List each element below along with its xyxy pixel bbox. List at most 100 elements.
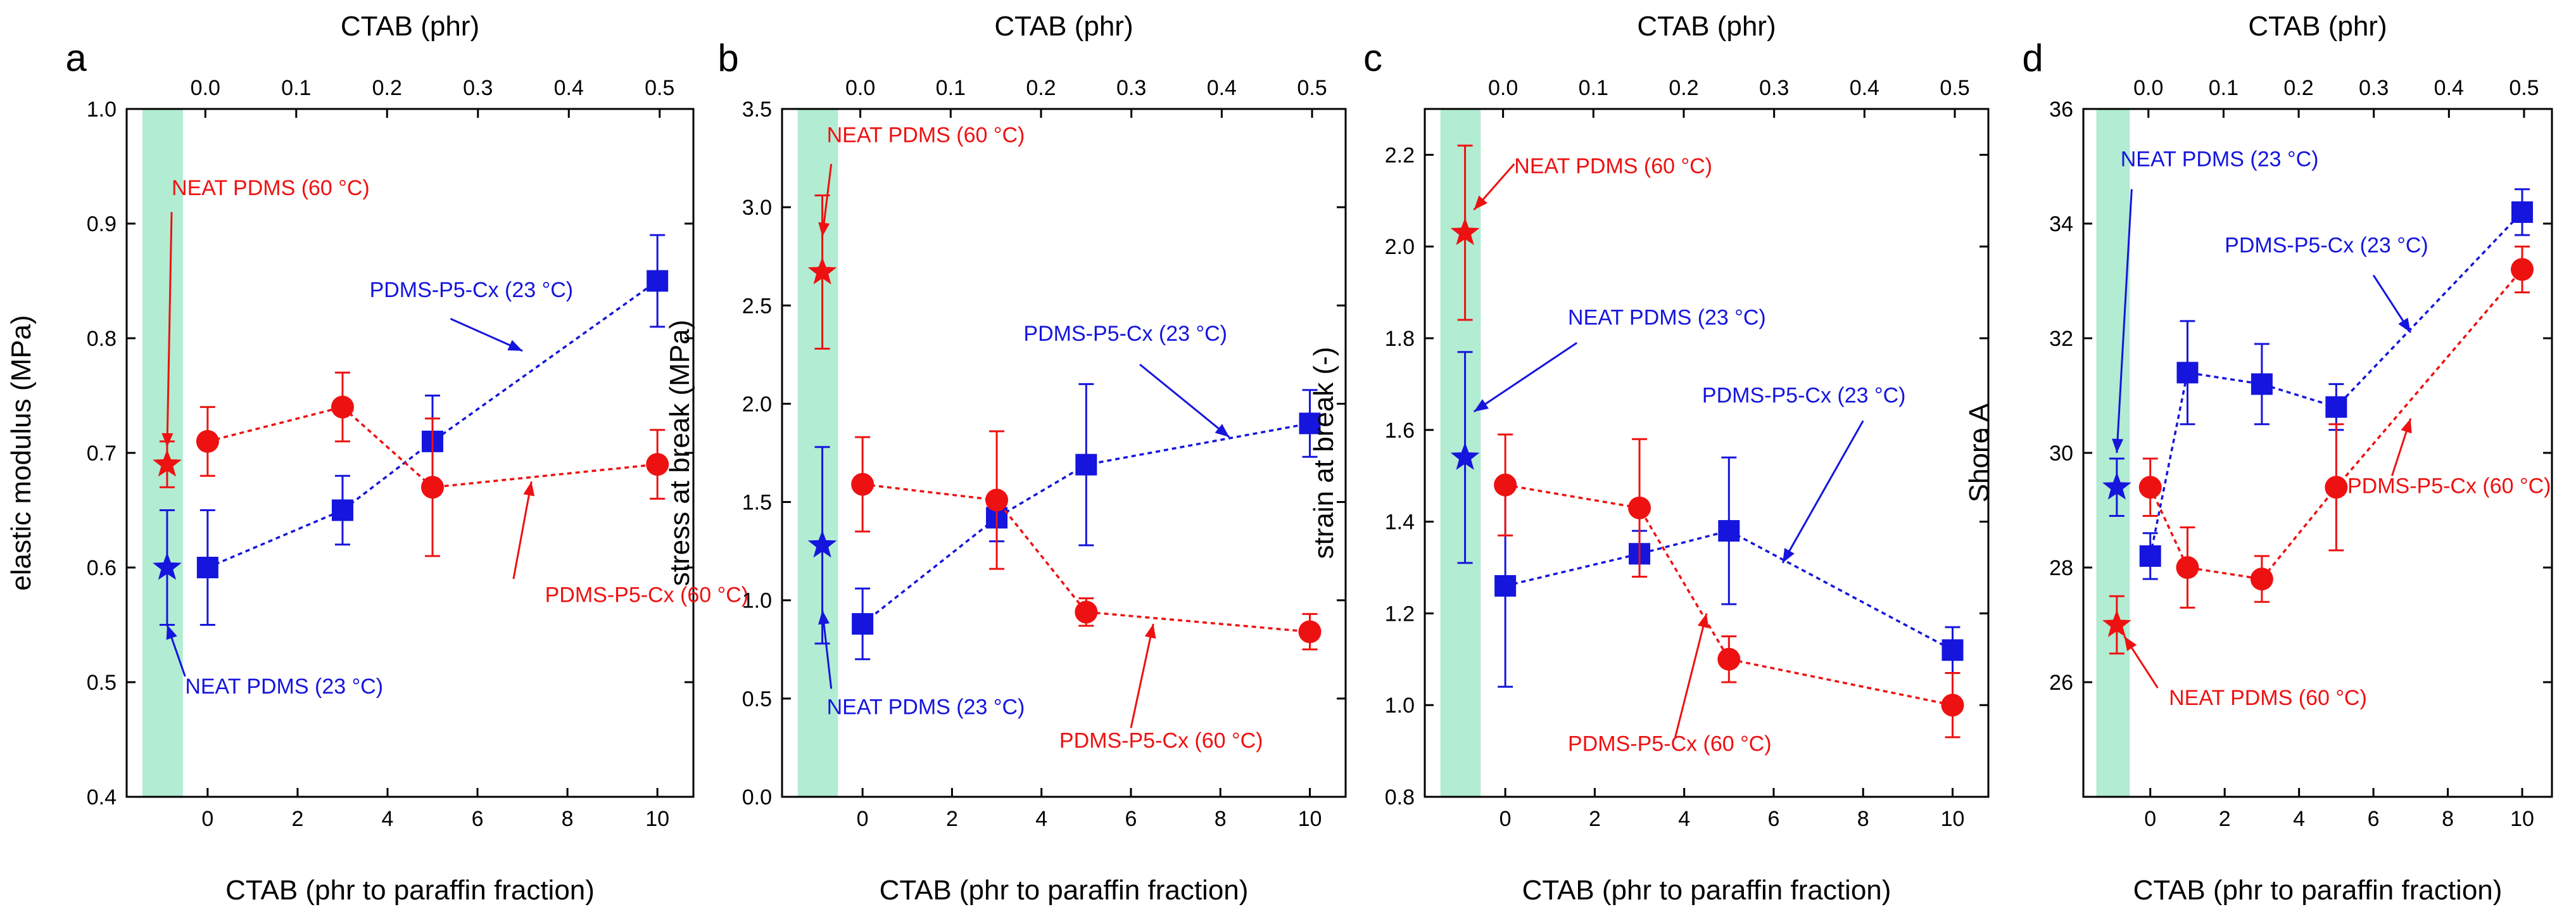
panel-letter: a bbox=[65, 37, 87, 79]
reference-band bbox=[797, 109, 838, 797]
top-tick-label: 0.3 bbox=[2359, 76, 2389, 100]
annotation-arrowhead bbox=[2112, 438, 2124, 453]
y-tick-label: 32 bbox=[2049, 327, 2073, 351]
top-tick-label: 0.1 bbox=[281, 76, 311, 100]
data-point-square bbox=[1299, 412, 1321, 435]
series-line-1 bbox=[1505, 483, 1953, 706]
data-point-circle bbox=[421, 476, 445, 499]
data-point-circle bbox=[2250, 568, 2273, 591]
data-point-circle bbox=[1298, 620, 1322, 644]
top-tick-label: 0.4 bbox=[2434, 76, 2464, 100]
top-tick-label: 0.4 bbox=[1850, 76, 1879, 100]
annotation-label: PDMS-P5-Cx (60 °C) bbox=[545, 583, 749, 607]
reference-band bbox=[2096, 109, 2130, 797]
x-tick-label: 10 bbox=[645, 807, 669, 831]
annotation-arrow bbox=[166, 212, 173, 447]
panel-letter: d bbox=[2022, 37, 2043, 79]
y-tick-label: 0.9 bbox=[87, 212, 117, 236]
annotation-label: NEAT PDMS (23 °C) bbox=[827, 695, 1025, 720]
y-tick-label: 0.7 bbox=[87, 441, 117, 466]
annotation-label: NEAT PDMS (60 °C) bbox=[2169, 686, 2367, 710]
y-tick-label: 0.4 bbox=[87, 785, 117, 809]
data-point-circle bbox=[331, 395, 354, 419]
x-tick-label: 0 bbox=[2144, 807, 2156, 831]
annotation-label: NEAT PDMS (23 °C) bbox=[185, 675, 383, 699]
series-line-0 bbox=[207, 280, 659, 569]
data-point-square bbox=[2511, 201, 2534, 223]
annotation-label: NEAT PDMS (60 °C) bbox=[827, 124, 1025, 148]
x-tick-label: 6 bbox=[2368, 807, 2380, 831]
data-point-circle bbox=[1628, 496, 1651, 519]
y-tick-label: 2.0 bbox=[742, 392, 772, 416]
x-tick-label: 2 bbox=[291, 807, 303, 831]
x-tick-label: 6 bbox=[472, 807, 484, 831]
top-tick-label: 0.1 bbox=[936, 76, 966, 100]
y-tick-label: 3.5 bbox=[742, 98, 772, 122]
data-point-circle bbox=[2138, 476, 2162, 499]
panel-c: 0 2 4 6 8 10 0.8 1.0 1.2 1.4 1.6 1.8 2.0 2.2 0.0 0.1 0.2… bbox=[1308, 11, 1990, 906]
top-tick-label: 0.0 bbox=[1488, 76, 1518, 100]
x-tick-label: 4 bbox=[1678, 807, 1690, 831]
top-axis-title: CTAB (phr) bbox=[1637, 11, 1776, 42]
y-tick-label: 0.8 bbox=[87, 327, 117, 351]
data-point-circle bbox=[2325, 476, 2348, 499]
annotation-arrowhead bbox=[2398, 317, 2411, 333]
top-tick-label: 0.1 bbox=[2209, 76, 2238, 100]
y-axis-title: strain at break (-) bbox=[1308, 347, 1339, 559]
y-tick-label: 0.5 bbox=[87, 671, 117, 695]
top-axis-title: CTAB (phr) bbox=[341, 11, 479, 42]
y-tick-label: 2.0 bbox=[1385, 235, 1415, 259]
x-tick-label: 4 bbox=[382, 807, 394, 831]
top-tick-label: 0.0 bbox=[191, 76, 220, 100]
data-point-square bbox=[1494, 574, 1517, 597]
y-tick-label: 3.0 bbox=[742, 196, 772, 220]
top-axis-title: CTAB (phr) bbox=[994, 11, 1133, 42]
x-tick-label: 4 bbox=[2293, 807, 2305, 831]
annotation-arrowhead bbox=[507, 340, 523, 351]
y-tick-label: 1.8 bbox=[1385, 327, 1415, 351]
annotation-label: NEAT PDMS (23 °C) bbox=[2121, 148, 2319, 172]
y-tick-label: 36 bbox=[2049, 98, 2073, 122]
x-tick-label: 8 bbox=[1215, 807, 1227, 831]
annotation-label: PDMS-P5-Cx (60 °C) bbox=[1568, 732, 1772, 756]
reference-band bbox=[142, 109, 183, 797]
data-point-circle bbox=[851, 473, 874, 496]
annotation-arrow bbox=[2116, 189, 2133, 454]
annotation-label: PDMS-P5-Cx (23 °C) bbox=[1023, 322, 1227, 346]
annotation-arrow bbox=[1674, 613, 1708, 738]
data-point-circle bbox=[196, 429, 219, 453]
top-tick-label: 0.4 bbox=[554, 76, 584, 100]
annotation-arrowhead bbox=[523, 481, 535, 497]
x-tick-label: 0 bbox=[201, 807, 213, 831]
x-tick-label: 0 bbox=[857, 807, 869, 831]
series-line-1 bbox=[862, 483, 1310, 633]
y-tick-label: 30 bbox=[2049, 441, 2073, 466]
series-line-0 bbox=[2149, 211, 2523, 557]
annotation-arrowhead bbox=[818, 610, 830, 625]
annotation-arrow bbox=[512, 481, 533, 580]
data-point-square bbox=[1941, 639, 1964, 661]
data-point-circle bbox=[2511, 258, 2534, 281]
data-point-square bbox=[1075, 454, 1097, 476]
annotation-label: PDMS-P5-Cx (60 °C) bbox=[2347, 474, 2551, 498]
panel-a: 0 2 4 6 8 10 0.4 0.5 0.6 0.7 0.8 0.9 1.0 0.0 0.1 0.2 0.3… bbox=[6, 11, 748, 906]
x-tick-label: 8 bbox=[2442, 807, 2454, 831]
annotation-label: NEAT PDMS (60 °C) bbox=[172, 176, 370, 200]
data-point-circle bbox=[646, 453, 669, 476]
annotation-label: PDMS-P5-Cx (23 °C) bbox=[1702, 383, 1906, 407]
top-tick-label: 0.2 bbox=[372, 76, 402, 100]
top-tick-label: 0.2 bbox=[1026, 76, 1056, 100]
y-tick-label: 1.0 bbox=[742, 589, 772, 613]
top-tick-label: 0.5 bbox=[645, 76, 674, 100]
top-tick-label: 0.3 bbox=[1759, 76, 1789, 100]
data-point-star bbox=[807, 530, 837, 558]
annotation-arrowhead bbox=[161, 433, 174, 447]
x-tick-label: 6 bbox=[1767, 807, 1779, 831]
x-tick-label: 10 bbox=[1298, 807, 1322, 831]
plot-frame bbox=[1424, 108, 1990, 798]
annotation-arrow bbox=[1473, 341, 1577, 413]
x-tick-label: 2 bbox=[1589, 807, 1601, 831]
data-point-square bbox=[2139, 545, 2161, 567]
data-point-square bbox=[1718, 520, 1740, 542]
data-point-circle bbox=[985, 488, 1009, 512]
